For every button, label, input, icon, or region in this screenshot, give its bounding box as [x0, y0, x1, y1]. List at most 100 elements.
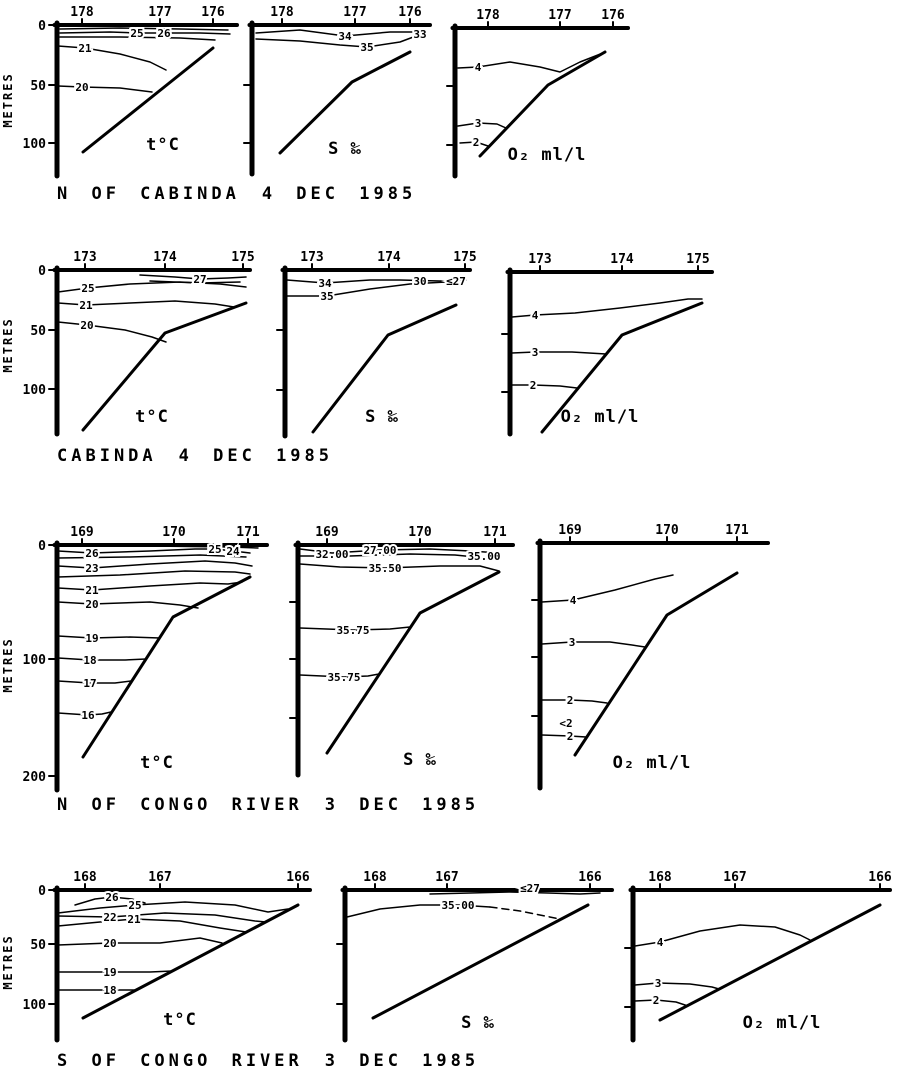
contour-label: 25	[208, 543, 221, 556]
contour-label: 3	[655, 977, 662, 990]
depth-label: 100	[23, 137, 47, 152]
contour-label: 20	[103, 937, 116, 950]
contour-line	[57, 657, 147, 661]
contour-label: 23	[85, 562, 98, 575]
contour-label: 4	[475, 61, 482, 74]
contour-label: 35.00	[441, 899, 474, 912]
contour-line	[57, 548, 251, 554]
contour-label: 20	[80, 319, 93, 332]
contour-line	[57, 45, 167, 71]
contour-line	[57, 680, 132, 684]
contour-line	[459, 141, 489, 147]
station-label: 166	[578, 870, 602, 885]
station-label: 175	[231, 250, 254, 265]
section-caption-cabinda: CABINDA 4 DEC 1985	[57, 446, 333, 466]
contour-line	[59, 31, 231, 35]
contour-line	[457, 122, 507, 129]
contour-label: 26	[157, 27, 171, 40]
caption-location: CABINDA	[57, 446, 157, 466]
contour-line	[634, 982, 720, 990]
contour-label: <2	[559, 717, 572, 730]
param-label: O₂ ml/l	[508, 145, 587, 165]
station-label: 171	[236, 525, 260, 540]
contour-label: 35.75	[327, 671, 360, 684]
contour-line	[57, 970, 173, 973]
salinity-panel: 168 167 166 ≤27 35.00 S ‰	[336, 870, 614, 1043]
station-label: 178	[270, 5, 294, 20]
depth-label: 0	[38, 539, 46, 554]
caption-location: S OF CONGO RIVER	[57, 1051, 303, 1071]
contour-line	[57, 711, 112, 716]
contour-line	[541, 734, 587, 738]
caption-location: N OF CONGO RIVER	[57, 795, 303, 815]
contour-label: 3	[569, 636, 576, 649]
station-label: 168	[73, 870, 97, 885]
seafloor-line	[371, 903, 590, 1020]
param-label: S ‰	[365, 407, 399, 427]
contour-label: 18	[83, 654, 96, 667]
contour-line	[57, 912, 267, 923]
section-caption-s-of-congo-river: S OF CONGO RIVER 3 DEC 1985	[57, 1051, 479, 1071]
seafloor-line	[311, 303, 458, 434]
contour-line	[57, 937, 223, 946]
station-label: 176	[201, 5, 225, 20]
seafloor-line	[81, 46, 215, 154]
contour-label: 35.75	[336, 624, 369, 637]
contour-label: 19	[85, 632, 98, 645]
station-label: 167	[723, 870, 746, 885]
seafloor-line	[81, 575, 252, 759]
metres-label: METRES	[1, 637, 15, 692]
station-label: 176	[601, 8, 625, 23]
contour-label: 34	[318, 277, 332, 290]
depth-label: 50	[30, 938, 46, 953]
metres-label: METRES	[1, 934, 15, 989]
caption-date: 4 DEC 1985	[178, 446, 334, 466]
param-label: S ‰	[403, 750, 437, 770]
seafloor-line	[81, 903, 300, 1020]
contour-line	[299, 626, 411, 631]
contour-label: 35.00	[467, 550, 500, 563]
station-label: 174	[610, 252, 634, 267]
contour-label: 3	[532, 346, 539, 359]
oxygen-panel: 173 174 175 4 3 2 O₂ ml/l	[501, 252, 714, 437]
contour-label: 25	[130, 27, 143, 40]
seafloor-line	[573, 571, 739, 757]
metres-label: METRES	[1, 317, 15, 372]
contour-line	[299, 548, 501, 554]
depth-label: 50	[30, 79, 46, 94]
station-label: 177	[343, 5, 366, 20]
contour-label: 35	[360, 41, 373, 54]
param-label: t°C	[163, 1010, 197, 1030]
contour-label: ≤27	[446, 275, 466, 288]
station-label: 174	[153, 250, 177, 265]
contour-line	[299, 673, 380, 678]
depth-label: 0	[38, 264, 46, 279]
contour-line	[541, 699, 608, 704]
depth-label: 200	[23, 770, 47, 785]
station-label: 169	[70, 525, 93, 540]
contour-line	[299, 553, 496, 560]
contour-line	[57, 581, 243, 591]
station-label: 168	[648, 870, 672, 885]
contour-label: 20	[75, 81, 88, 94]
station-label: 175	[453, 250, 476, 265]
contour-line	[57, 281, 247, 293]
oxygen-panel: 168 167 166 4 3 2 O₂ ml/l	[624, 870, 892, 1043]
contour-line	[139, 274, 247, 280]
contour-label: 32.00	[315, 548, 348, 561]
station-label: 166	[868, 870, 892, 885]
contour-line	[286, 279, 467, 284]
station-label: 178	[70, 5, 94, 20]
seafloor-line	[540, 301, 704, 434]
station-label: 171	[483, 525, 507, 540]
contour-label: 4	[532, 309, 539, 322]
contour-line	[59, 27, 229, 31]
station-label: 166	[286, 870, 310, 885]
section-caption-n-of-congo-river: N OF CONGO RIVER 3 DEC 1985	[57, 795, 479, 815]
contour-label: 26	[85, 547, 99, 560]
station-label: 167	[435, 870, 458, 885]
contour-line	[59, 36, 216, 41]
